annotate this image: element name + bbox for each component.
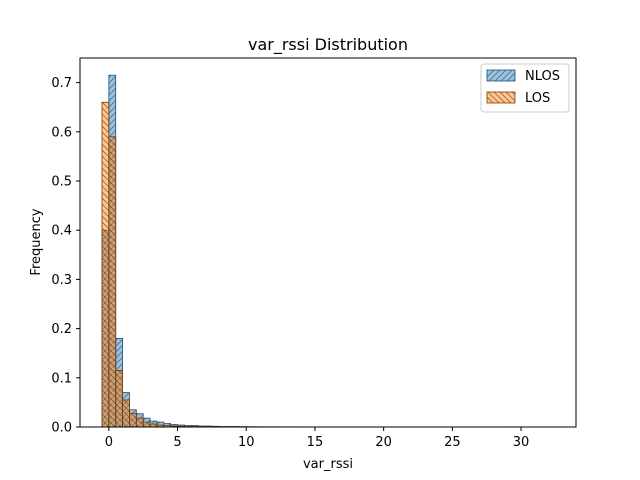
bar-hatch-los-5 [136,418,144,427]
bar-hatch-los-6 [143,422,151,427]
x-tick-label-1: 5 [173,435,181,450]
legend-label-los: LOS [525,91,550,106]
y-tick-label-3: 0.3 [51,273,72,288]
x-axis-label: var_rssi [303,457,353,472]
x-tick-label-5: 25 [444,435,461,450]
legend: NLOS LOS [480,63,570,113]
legend-swatch-los-hatch [487,92,515,103]
bar-hatch-los-3 [122,399,130,427]
x-axis-ticks: 0 5 10 15 20 25 30 [105,427,530,450]
x-tick-label-0: 0 [105,435,113,450]
y-tick-label-7: 0.7 [51,76,72,91]
x-tick-label-3: 15 [307,435,324,450]
x-tick-label-6: 30 [513,435,530,450]
y-tick-label-6: 0.6 [51,125,72,140]
bar-hatch-los-0 [101,102,109,427]
y-tick-label-0: 0.0 [51,421,72,436]
y-tick-label-4: 0.4 [51,224,72,239]
plot-frame [79,57,577,428]
bar-hatch-los-1 [108,136,116,427]
y-axis-label: Frequency [29,208,44,275]
y-tick-label-2: 0.2 [51,322,72,337]
legend-label-nlos: NLOS [525,69,560,84]
bar-hatch-nlos-8 [156,422,164,427]
y-tick-label-5: 0.5 [51,175,72,190]
bar-hatch-los-2 [115,370,123,427]
y-tick-label-1: 0.1 [51,371,72,386]
bar-hatch-los-8 [156,425,164,427]
x-tick-label-2: 10 [238,435,255,450]
legend-swatch-nlos-hatch [487,70,515,81]
bar-hatch-los-4 [129,413,137,427]
y-axis-ticks: 0.0 0.1 0.2 0.3 0.4 0.5 0.6 0.7 [51,76,80,436]
axes-layer [79,57,577,428]
chart-title: var_rssi Distribution [248,35,408,55]
bar-hatch-los-7 [150,424,157,427]
x-tick-label-4: 20 [375,435,392,450]
